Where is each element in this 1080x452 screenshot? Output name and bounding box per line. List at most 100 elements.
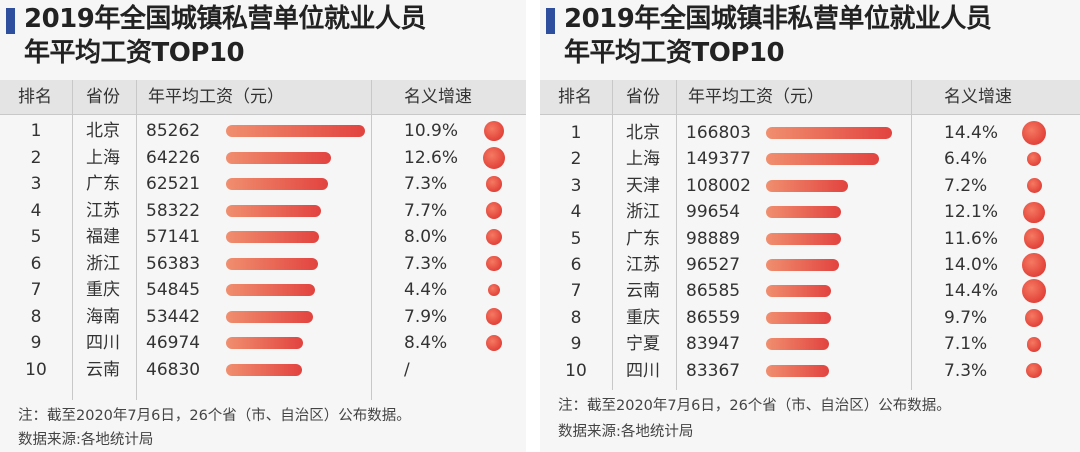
- province-label: 宁夏: [626, 334, 660, 355]
- growth-dot: [486, 255, 502, 272]
- table-row: 2 上海 149377 6.4%: [540, 146, 1080, 172]
- table-header: 排名 省份 年平均工资（元） 名义增速: [0, 80, 526, 114]
- growth-label: 7.3%: [404, 174, 448, 194]
- salary-bar: [226, 310, 313, 323]
- growth-dot: [1022, 253, 1046, 277]
- province-label: 重庆: [86, 280, 120, 300]
- salary-value-label: 53442: [146, 306, 201, 327]
- growth-label: 11.6%: [944, 228, 999, 249]
- salary-value-label: 58322: [146, 200, 201, 221]
- growth-dot: [484, 121, 504, 141]
- table-row: 1 北京 166803 14.4%: [540, 120, 1080, 146]
- table-row: 9 宁夏 83947 7.1%: [540, 331, 1080, 357]
- chart-title: 2019年全国城镇非私营单位就业人员 年平均工资TOP10: [564, 2, 992, 70]
- growth-label: /: [404, 359, 410, 380]
- rank-label: 1: [570, 123, 582, 143]
- growth-label: 8.0%: [404, 227, 448, 247]
- rank-label: 10: [25, 359, 47, 380]
- province-label: 江苏: [626, 255, 660, 275]
- rank-label: 4: [30, 200, 42, 221]
- growth-dot: [1023, 201, 1045, 223]
- table-row: 7 云南 86585 14.4%: [540, 278, 1080, 304]
- salary-value-label: 64226: [146, 147, 201, 168]
- growth-dot: [1027, 152, 1041, 167]
- province-label: 广东: [86, 174, 120, 194]
- salary-bar: [766, 259, 839, 271]
- header-province: 省份: [86, 87, 120, 107]
- table-row: 3 天津 108002 7.2%: [540, 173, 1080, 199]
- rank-label: 7: [30, 280, 42, 300]
- table-row: 5 福建 57141 8.0%: [0, 224, 526, 250]
- province-label: 云南: [86, 359, 120, 380]
- salary-bar: [766, 206, 841, 219]
- table-row: 7 重庆 54845 4.4%: [0, 277, 526, 303]
- salary-value-label: 149377: [686, 149, 751, 170]
- salary-value-label: 54845: [146, 280, 201, 300]
- salary-value-label: 85262: [146, 121, 201, 141]
- table-row: 1 北京 85262 10.9%: [0, 118, 526, 144]
- table-row: 6 江苏 96527 14.0%: [540, 252, 1080, 278]
- province-label: 北京: [86, 121, 120, 141]
- rank-label: 9: [570, 334, 582, 355]
- rank-label: 5: [570, 228, 582, 249]
- header-divider: [0, 114, 526, 115]
- header-divider: [540, 114, 1080, 115]
- salary-bar: [226, 178, 328, 190]
- salary-bar: [226, 231, 319, 243]
- salary-bar: [766, 364, 829, 377]
- growth-label: 7.2%: [944, 175, 988, 196]
- rank-label: 9: [30, 333, 42, 353]
- rank-label: 7: [570, 281, 582, 302]
- province-label: 重庆: [626, 307, 660, 328]
- salary-value-label: 83947: [686, 334, 741, 355]
- growth-dot: [1022, 279, 1046, 304]
- salary-bar: [226, 257, 318, 270]
- column-divider: [911, 80, 912, 390]
- rank-label: 5: [30, 227, 42, 247]
- chart-panel-non-private: 2019年全国城镇非私营单位就业人员 年平均工资TOP10 排名 省份 年平均工…: [540, 0, 1080, 452]
- header-growth: 名义增速: [404, 87, 472, 107]
- rank-label: 10: [565, 360, 587, 381]
- salary-value-label: 96527: [686, 255, 741, 275]
- growth-dot: [485, 202, 502, 219]
- data-source: 数据来源:各地统计局: [18, 432, 154, 448]
- table-row: 4 浙江 99654 12.1%: [540, 199, 1080, 225]
- rank-label: 8: [570, 307, 582, 328]
- salary-value-label: 166803: [686, 123, 751, 143]
- rank-label: 6: [570, 255, 582, 275]
- salary-bar: [226, 151, 331, 164]
- header-salary: 年平均工资（元）: [148, 87, 284, 107]
- table-row: 2 上海 64226 12.6%: [0, 145, 526, 171]
- growth-dot: [483, 146, 505, 169]
- growth-dot: [485, 334, 503, 352]
- growth-dot: [485, 308, 503, 325]
- header-province: 省份: [626, 87, 660, 107]
- table-row: 8 海南 53442 7.9%: [0, 304, 526, 330]
- growth-label: 7.1%: [944, 334, 988, 355]
- salary-bar: [766, 179, 848, 192]
- salary-bar: [766, 285, 831, 298]
- salary-bar: [766, 311, 831, 324]
- salary-value-label: 57141: [146, 227, 201, 247]
- rank-label: 3: [570, 175, 582, 196]
- growth-label: 7.7%: [404, 200, 448, 221]
- column-divider: [72, 80, 73, 400]
- province-label: 北京: [626, 123, 660, 143]
- growth-label: 10.9%: [404, 121, 459, 141]
- growth-dot: [1022, 121, 1046, 145]
- province-label: 四川: [626, 360, 660, 381]
- rank-label: 3: [30, 174, 42, 194]
- province-label: 浙江: [86, 253, 120, 274]
- growth-label: 12.6%: [404, 147, 459, 168]
- growth-dot: [1026, 336, 1042, 352]
- salary-value-label: 86559: [686, 307, 741, 328]
- header-rank: 排名: [18, 87, 52, 107]
- province-label: 云南: [626, 281, 660, 302]
- growth-label: 7.3%: [944, 360, 988, 381]
- header-salary: 年平均工资（元）: [688, 87, 824, 107]
- table-row: 10 四川 83367 7.3%: [540, 358, 1080, 384]
- title-accent-bar: [546, 8, 555, 34]
- table-header: 排名 省份 年平均工资（元） 名义增速: [540, 80, 1080, 114]
- salary-bar: [766, 153, 879, 166]
- table-row: 10 云南 46830 /: [0, 357, 526, 383]
